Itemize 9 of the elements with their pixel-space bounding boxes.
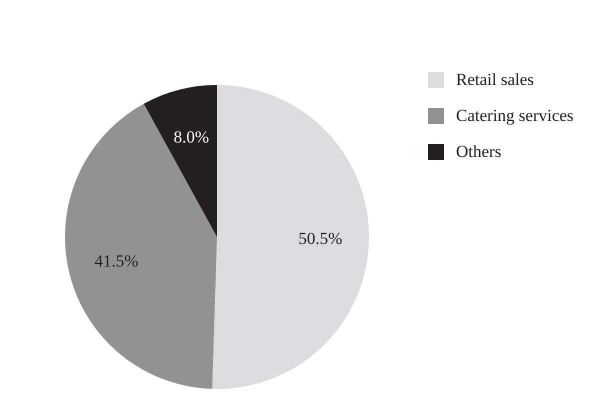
pie-slice: [144, 85, 217, 237]
data-label: 8.0%: [174, 127, 210, 146]
pie-slice: [212, 85, 369, 389]
data-label: 41.5%: [94, 252, 138, 271]
legend-label: Catering services: [456, 106, 574, 126]
legend-label: Retail sales: [456, 70, 534, 90]
pie-slice: [65, 104, 217, 389]
legend-label: Others: [456, 142, 502, 162]
data-label: 50.5%: [298, 229, 342, 248]
